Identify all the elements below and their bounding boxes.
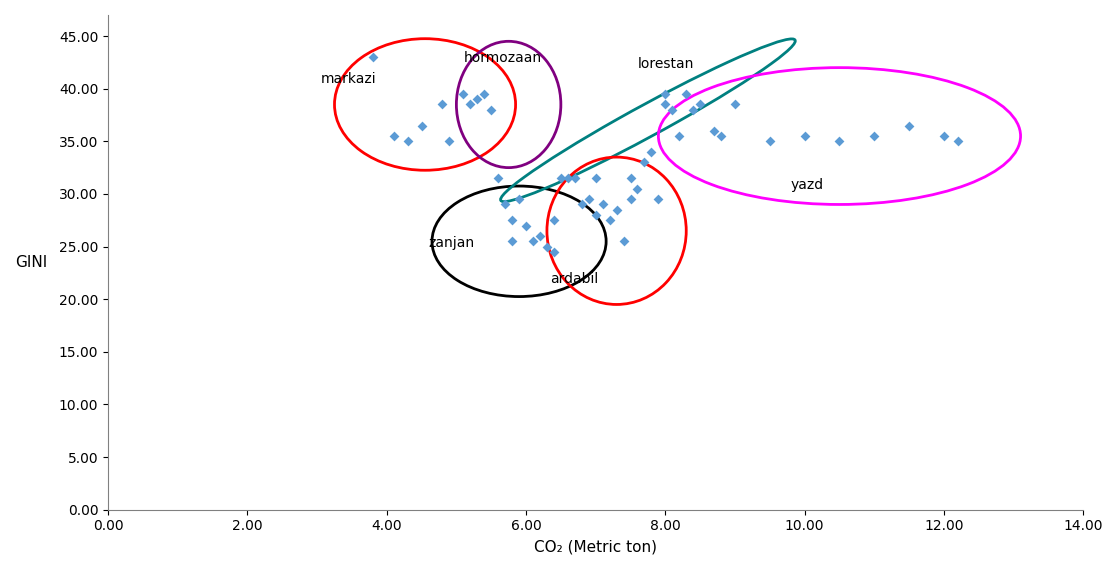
Point bbox=[559, 174, 577, 183]
Point bbox=[490, 174, 508, 183]
Point bbox=[399, 137, 417, 146]
Text: ardabil: ardabil bbox=[550, 273, 598, 286]
Point bbox=[544, 216, 562, 225]
Point bbox=[587, 174, 605, 183]
Point bbox=[482, 105, 500, 114]
Point bbox=[538, 242, 556, 251]
Point bbox=[663, 105, 681, 114]
Point bbox=[454, 89, 472, 98]
Point bbox=[468, 94, 486, 104]
Point bbox=[656, 89, 674, 98]
Point bbox=[705, 126, 723, 135]
Point bbox=[580, 195, 598, 204]
Point bbox=[587, 211, 605, 220]
Point bbox=[684, 105, 702, 114]
Point bbox=[385, 131, 402, 141]
Point bbox=[566, 174, 584, 183]
Point bbox=[462, 100, 480, 109]
Point bbox=[594, 200, 612, 209]
Point bbox=[608, 205, 626, 215]
Point bbox=[524, 237, 542, 246]
Point bbox=[518, 221, 536, 230]
Point bbox=[413, 121, 430, 130]
Point bbox=[622, 174, 639, 183]
Y-axis label: GINI: GINI bbox=[15, 255, 47, 270]
Point bbox=[796, 131, 814, 141]
Point bbox=[615, 237, 633, 246]
Point bbox=[440, 137, 458, 146]
Point bbox=[865, 131, 883, 141]
Point bbox=[503, 216, 521, 225]
Point bbox=[671, 131, 689, 141]
Point bbox=[761, 137, 779, 146]
Text: markazi: markazi bbox=[321, 72, 376, 86]
Point bbox=[726, 100, 743, 109]
Text: lorestan: lorestan bbox=[637, 57, 694, 71]
Point bbox=[656, 100, 674, 109]
Point bbox=[831, 137, 849, 146]
Point bbox=[628, 184, 646, 193]
Point bbox=[650, 195, 667, 204]
Point bbox=[552, 174, 570, 183]
Point bbox=[635, 158, 653, 167]
Point bbox=[691, 100, 709, 109]
Point bbox=[949, 137, 967, 146]
Point bbox=[900, 121, 918, 130]
Point bbox=[935, 131, 953, 141]
Point bbox=[496, 200, 514, 209]
Point bbox=[503, 237, 521, 246]
Point bbox=[572, 200, 590, 209]
Point bbox=[475, 89, 493, 98]
Point bbox=[510, 195, 528, 204]
Point bbox=[434, 100, 452, 109]
Point bbox=[643, 147, 661, 156]
Point bbox=[622, 195, 639, 204]
Text: zanjan: zanjan bbox=[428, 236, 475, 250]
Point bbox=[544, 248, 562, 257]
Text: yazd: yazd bbox=[790, 178, 824, 192]
Point bbox=[712, 131, 730, 141]
Point bbox=[600, 216, 618, 225]
X-axis label: CO₂ (Metric ton): CO₂ (Metric ton) bbox=[534, 539, 657, 554]
Text: hormozaan: hormozaan bbox=[463, 51, 541, 65]
Point bbox=[363, 52, 381, 61]
Point bbox=[678, 89, 695, 98]
Point bbox=[531, 232, 549, 241]
